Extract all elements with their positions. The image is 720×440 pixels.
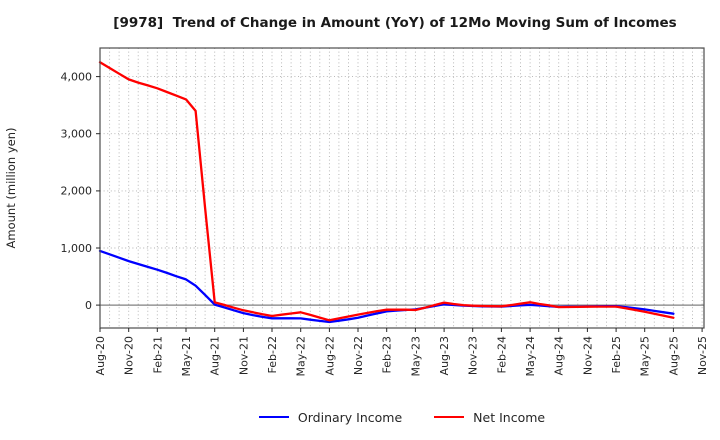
legend-label-ordinary-income: Ordinary Income [297, 409, 403, 425]
x-tick-label: Feb-22 [266, 336, 279, 373]
x-tick-label: May-25 [639, 336, 652, 377]
series-line-net-income [98, 61, 675, 322]
x-tick-label: Nov-22 [352, 336, 365, 375]
y-tick-label: 2,000 [61, 185, 93, 198]
x-tick-label: Feb-25 [610, 336, 623, 373]
x-tick-label: Feb-23 [381, 336, 394, 373]
legend-item-net-income: Net Income [434, 410, 545, 425]
x-tick-label: May-23 [409, 336, 422, 377]
chart-title: [9978] Trend of Change in Amount (YoY) o… [113, 15, 677, 31]
x-tick-label: Aug-22 [323, 336, 336, 375]
x-tick-label: Aug-25 [667, 336, 680, 375]
legend: Ordinary Income Net Income [84, 404, 720, 430]
x-tick-label: Aug-21 [209, 336, 222, 375]
legend-line-net-income [434, 416, 465, 418]
legend-item-ordinary-income: Ordinary Income [258, 409, 403, 425]
y-tick-label: 4,000 [61, 70, 93, 83]
plot-border [99, 47, 705, 329]
y-tick-label: 0 [85, 299, 92, 312]
x-tick-label: Feb-21 [151, 336, 164, 373]
x-tick-label: Nov-23 [467, 336, 480, 375]
y-tick-label: 3,000 [61, 128, 93, 141]
x-tick-label: Aug-24 [553, 336, 566, 375]
x-tick-label: Nov-25 [696, 336, 709, 375]
legend-label-net-income: Net Income [473, 409, 546, 425]
x-tick-label: May-22 [295, 336, 308, 377]
x-tick-label: Nov-21 [237, 336, 250, 375]
x-tick-label: Aug-20 [94, 336, 107, 375]
x-tick-label: May-24 [524, 336, 537, 377]
legend-line-ordinary-income [258, 416, 289, 418]
x-tick-label: Nov-24 [581, 336, 594, 375]
x-tick-label: Nov-20 [123, 336, 136, 375]
x-tick-label: Feb-24 [495, 336, 508, 373]
y-axis-label: Amount (million yen) [4, 128, 18, 249]
x-tick-label: May-21 [180, 336, 193, 377]
y-tick-label: 1,000 [61, 242, 93, 255]
x-tick-label: Aug-23 [438, 336, 451, 375]
